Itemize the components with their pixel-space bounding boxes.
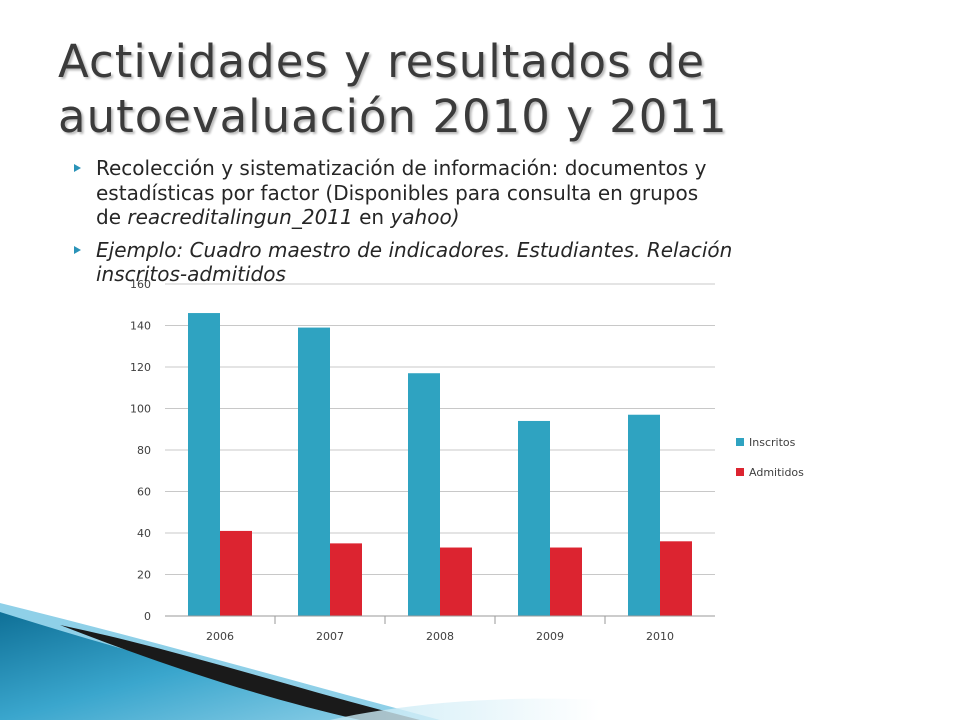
bullet2-line1: Ejemplo: Cuadro maestro de indicadores. … (96, 237, 733, 262)
group-name: reacreditalingun_2011 (127, 205, 353, 229)
y-tick-label: 80 (137, 444, 151, 457)
y-tick-label: 120 (130, 361, 151, 374)
bar-inscritos-2009 (518, 420, 550, 616)
x-tick-label: 2008 (426, 630, 454, 643)
bullet-item-ejemplo: Ejemplo: Cuadro maestro de indicadores. … (74, 238, 934, 287)
bar-inscritos-2010 (628, 414, 660, 616)
x-tick-label: 2010 (646, 630, 674, 643)
bullet1-line3-mid: en (352, 205, 391, 229)
bar-inscritos-2008 (408, 373, 440, 616)
bullet1-line2: estadísticas por factor (Disponibles par… (96, 180, 699, 205)
y-tick-label: 140 (130, 320, 151, 333)
legend-swatch (736, 438, 744, 446)
slide-title: Actividades y resultados de autoevaluaci… (58, 34, 918, 144)
y-tick-label: 60 (137, 486, 151, 499)
y-tick-label: 160 (130, 278, 151, 291)
y-tick-label: 100 (130, 403, 151, 416)
bullet-arrow-icon (74, 164, 81, 172)
y-tick-label: 20 (137, 569, 151, 582)
title-line-1: Actividades y resultados de (58, 35, 706, 88)
x-tick-label: 2007 (316, 630, 344, 643)
bar-admitidos-2009 (550, 547, 582, 616)
bar-admitidos-2006 (220, 530, 252, 616)
title-line-2: autoevaluación 2010 y 2011 (58, 90, 728, 143)
legend-label: Inscritos (749, 436, 796, 449)
x-tick-label: 2006 (206, 630, 234, 643)
bullet-arrow-icon (74, 245, 81, 254)
bar-admitidos-2010 (660, 541, 692, 616)
y-axis-labels: 0 20 40 60 80 100 120 140 160 (130, 278, 151, 623)
bar-admitidos-2007 (330, 543, 362, 616)
bar-inscritos-2006 (188, 313, 220, 616)
y-tick-label: 0 (144, 610, 151, 623)
legend-label: Admitidos (749, 466, 804, 479)
bullet-list: Recolección y sistematización de informa… (74, 156, 934, 295)
y-tick-label: 40 (137, 527, 151, 540)
bullet2-line2: inscritos-admitidos (96, 262, 286, 286)
bar-admitidos-2008 (440, 547, 472, 616)
bars (188, 313, 692, 616)
x-tick-label: 2009 (536, 630, 564, 643)
legend-swatch (736, 468, 744, 476)
bar-inscritos-2007 (298, 327, 330, 616)
platform-name: yahoo) (390, 205, 460, 229)
bullet-item-recoleccion: Recolección y sistematización de informa… (74, 156, 934, 230)
bullet1-line3-prefix: de (96, 205, 128, 229)
bullet1-line1: Recolección y sistematización de informa… (96, 156, 707, 180)
legend: Inscritos Admitidos (736, 436, 804, 479)
